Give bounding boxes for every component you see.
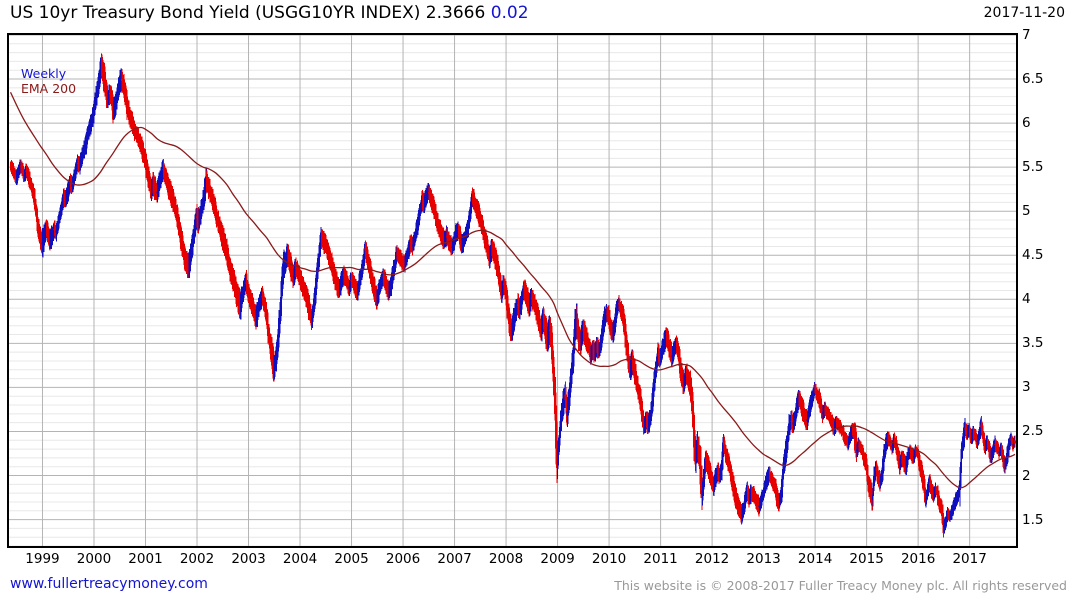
x-tick-label: 2009	[540, 551, 575, 567]
chart-header: US 10yr Treasury Bond Yield (USGG10YR IN…	[0, 0, 1075, 28]
x-tick-label: 2006	[385, 551, 421, 567]
y-tick-label: 4.5	[1022, 247, 1044, 264]
y-tick-label: 3.5	[1022, 335, 1044, 352]
x-tick-label: 2010	[591, 551, 627, 567]
x-tick-label: 2000	[76, 551, 112, 567]
y-tick-label: 7	[1022, 27, 1031, 43]
page-title: US 10yr Treasury Bond Yield (USGG10YR IN…	[10, 3, 529, 23]
x-tick-label: 2001	[128, 551, 163, 567]
y-tick-label: 3	[1022, 379, 1031, 396]
x-axis-labels: 1999 2000 2001 2002 2003 2004 2005 2006 2007 2008…	[0, 551, 1075, 571]
x-tick-label: 2002	[179, 551, 215, 567]
y-tick-label: 2	[1022, 467, 1031, 484]
x-tick-label: 2012	[694, 551, 730, 567]
x-tick-label: 2014	[797, 551, 833, 567]
x-tick-label: 2005	[334, 551, 369, 567]
title-instrument: US 10yr Treasury Bond Yield (USGG10YR IN…	[10, 3, 421, 23]
x-tick-label: 2004	[282, 551, 318, 567]
chart-footer: www.fullertreacymoney.com This website i…	[0, 576, 1075, 600]
x-tick-label: 2011	[643, 551, 678, 567]
x-tick-label: 2003	[231, 551, 266, 567]
x-tick-label: 1999	[25, 551, 60, 567]
y-tick-label: 1.5	[1022, 511, 1044, 528]
copyright-notice: This website is © 2008-2017 Fuller Treac…	[614, 578, 1067, 593]
chart-plot-area[interactable]: Weekly EMA 200	[7, 33, 1018, 548]
price-chart-svg	[9, 35, 1016, 546]
x-tick-label: 2016	[900, 551, 936, 567]
chart-canvas[interactable]	[7, 33, 1018, 548]
y-tick-label: 2.5	[1022, 423, 1044, 440]
x-tick-label: 2017	[952, 551, 987, 567]
y-tick-label: 4	[1022, 291, 1031, 308]
x-tick-label: 2008	[488, 551, 524, 567]
x-tick-label: 2015	[849, 551, 884, 567]
y-tick-label: 5	[1022, 203, 1031, 220]
y-tick-label: 6	[1022, 115, 1031, 132]
y-tick-label: 6.5	[1022, 71, 1044, 88]
last-price: 2.3666	[425, 3, 486, 23]
x-tick-label: 2013	[746, 551, 781, 567]
as-of-date: 2017-11-20	[983, 5, 1065, 21]
site-url[interactable]: www.fullertreacymoney.com	[10, 576, 208, 592]
y-tick-label: 5.5	[1022, 159, 1044, 176]
y-axis-labels: 7 6.5 6 5.5 5 4.5 4 3.5 3 2.5 2 1.5	[1022, 27, 1075, 548]
price-change: 0.02	[490, 3, 529, 23]
x-tick-label: 2007	[437, 551, 472, 567]
